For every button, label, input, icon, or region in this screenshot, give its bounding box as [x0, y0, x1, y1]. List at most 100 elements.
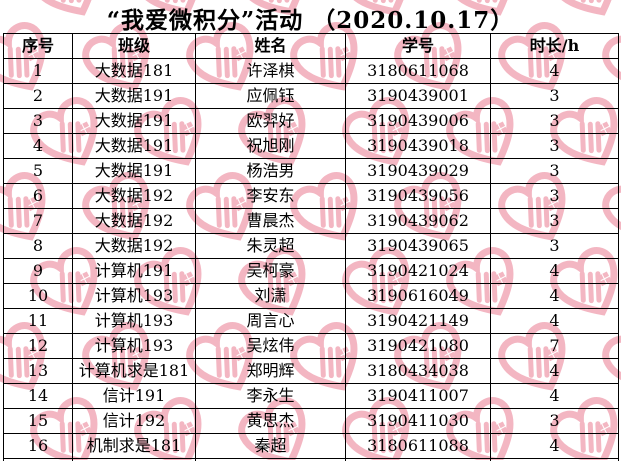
cell-name: 李永生 [196, 384, 346, 409]
cell-class: 计算机193 [73, 334, 196, 359]
cell-hours: 4 [491, 384, 619, 409]
cell-name: 应佩钰 [196, 84, 346, 109]
cell-student-id: 3190421080 [346, 334, 491, 359]
cell-serial: 8 [4, 234, 73, 259]
cell-name: 刘潇 [196, 284, 346, 309]
cell-serial: 7 [4, 209, 73, 234]
cell-name: 曹晨杰 [196, 209, 346, 234]
cell-student-id: 3190421024 [346, 259, 491, 284]
cell-name: 吴炫伟 [196, 334, 346, 359]
cell-student-id: 3190411030 [346, 409, 491, 434]
cell-serial: 4 [4, 134, 73, 159]
cell-serial: 12 [4, 334, 73, 359]
table-row: 12 计算机193 吴炫伟 3190421080 7 [4, 334, 619, 359]
cell-class: 机制求是181 [73, 434, 196, 459]
cell-serial: 5 [4, 159, 73, 184]
table-row: 6 大数据192 李安东 3190439056 3 [4, 184, 619, 209]
cell-class: 大数据192 [73, 184, 196, 209]
activity-roster-table: 序号 班级 姓名 学号 时长/h 1 大数据181 许泽棋 3180611068… [3, 33, 619, 461]
col-header-hours: 时长/h [491, 34, 619, 59]
cell-serial: 10 [4, 284, 73, 309]
table-row: 14 信计191 李永生 3190411007 4 [4, 384, 619, 409]
cell-class: 计算机求是181 [73, 359, 196, 384]
cell-hours: 4 [491, 309, 619, 334]
cell-class: 信计192 [73, 409, 196, 434]
cell-class: 大数据192 [73, 234, 196, 259]
cell-hours: 3 [491, 184, 619, 209]
table-row: 11 计算机193 周言心 3190421149 4 [4, 309, 619, 334]
cell-name: 杨浩男 [196, 159, 346, 184]
cell-serial: 15 [4, 409, 73, 434]
cell-serial: 9 [4, 259, 73, 284]
cell-name: 祝旭刚 [196, 134, 346, 159]
cell-hours: 3 [491, 409, 619, 434]
cell-student-id: 3190439062 [346, 209, 491, 234]
table-row: 1 大数据181 许泽棋 3180611068 4 [4, 59, 619, 84]
cell-name: 李安东 [196, 184, 346, 209]
cell-student-id: 3190439029 [346, 159, 491, 184]
cell-student-id: 3180611088 [346, 434, 491, 459]
col-header-student-id: 学号 [346, 34, 491, 59]
cell-class: 信计191 [73, 384, 196, 409]
cell-serial: 3 [4, 109, 73, 134]
cell-name: 黄思杰 [196, 409, 346, 434]
page-title: “我爱微积分”活动 （2020.10.17） [0, 1, 621, 35]
table-row: 10 计算机193 刘潇 3190616049 4 [4, 284, 619, 309]
cell-class: 大数据192 [73, 209, 196, 234]
table-row: 9 计算机191 吴柯豪 3190421024 4 [4, 259, 619, 284]
cell-class: 计算机193 [73, 284, 196, 309]
table-row: 15 信计192 黄思杰 3190411030 3 [4, 409, 619, 434]
cell-serial: 14 [4, 384, 73, 409]
cell-hours: 3 [491, 84, 619, 109]
cell-hours: 3 [491, 234, 619, 259]
cell-student-id: 3190439056 [346, 184, 491, 209]
cell-name: 朱灵超 [196, 234, 346, 259]
cell-serial: 6 [4, 184, 73, 209]
cell-class: 大数据191 [73, 159, 196, 184]
table-row: 8 大数据192 朱灵超 3190439065 3 [4, 234, 619, 259]
cell-name: 秦超 [196, 434, 346, 459]
cell-name: 郑明辉 [196, 359, 346, 384]
cell-hours: 4 [491, 359, 619, 384]
col-header-name: 姓名 [196, 34, 346, 59]
cell-serial: 11 [4, 309, 73, 334]
cell-hours: 4 [491, 59, 619, 84]
cell-student-id: 3190421149 [346, 309, 491, 334]
table-row: 7 大数据192 曹晨杰 3190439062 3 [4, 209, 619, 234]
cell-student-id: 3190616049 [346, 284, 491, 309]
cell-hours: 3 [491, 209, 619, 234]
cell-class: 大数据191 [73, 134, 196, 159]
table-row: 3 大数据191 欧羿好 3190439006 3 [4, 109, 619, 134]
cell-serial: 2 [4, 84, 73, 109]
cell-serial: 1 [4, 59, 73, 84]
table-header: 序号 班级 姓名 学号 时长/h [4, 34, 619, 59]
col-header-class: 班级 [73, 34, 196, 59]
cell-serial: 13 [4, 359, 73, 384]
cell-class: 大数据191 [73, 84, 196, 109]
cell-class: 计算机193 [73, 309, 196, 334]
cell-hours: 4 [491, 434, 619, 459]
cell-hours: 4 [491, 259, 619, 284]
table-row: 4 大数据191 祝旭刚 3190439018 3 [4, 134, 619, 159]
cell-student-id: 3180611068 [346, 59, 491, 84]
header-row: 序号 班级 姓名 学号 时长/h [4, 34, 619, 59]
cell-name: 吴柯豪 [196, 259, 346, 284]
cell-name: 周言心 [196, 309, 346, 334]
cell-student-id: 3190439065 [346, 234, 491, 259]
cell-hours: 7 [491, 334, 619, 359]
table-row: 13 计算机求是181 郑明辉 3180434038 4 [4, 359, 619, 384]
col-header-serial: 序号 [4, 34, 73, 59]
cell-hours: 3 [491, 134, 619, 159]
cell-serial: 16 [4, 434, 73, 459]
cell-student-id: 3190439001 [346, 84, 491, 109]
cell-student-id: 3190439018 [346, 134, 491, 159]
cell-class: 大数据181 [73, 59, 196, 84]
cell-class: 计算机191 [73, 259, 196, 284]
cell-hours: 4 [491, 284, 619, 309]
cell-name: 欧羿好 [196, 109, 346, 134]
cell-student-id: 3190411007 [346, 384, 491, 409]
cell-hours: 3 [491, 109, 619, 134]
table-body: 1 大数据181 许泽棋 3180611068 4 2 大数据191 应佩钰 3… [4, 59, 619, 461]
cell-class: 大数据191 [73, 109, 196, 134]
